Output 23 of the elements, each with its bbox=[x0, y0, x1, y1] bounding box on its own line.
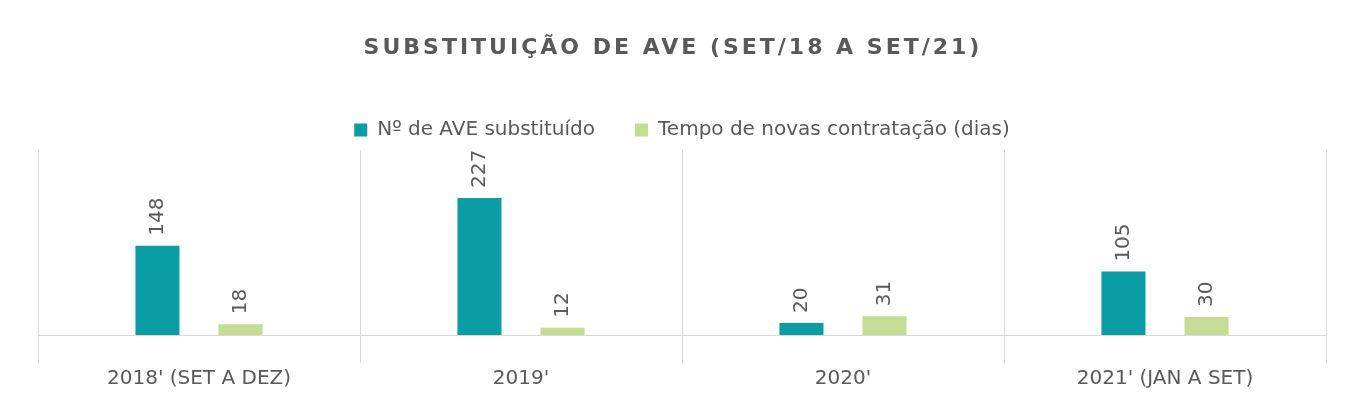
bar bbox=[862, 316, 907, 335]
data-label: 148 bbox=[143, 197, 168, 236]
bar bbox=[218, 324, 263, 335]
legend-label: Tempo de novas contratação (dias) bbox=[657, 116, 1010, 141]
x-tick-label: 2021' (JAN A SET) bbox=[1076, 365, 1254, 390]
data-label: 227 bbox=[465, 149, 490, 188]
x-tick-label: 2020' bbox=[814, 365, 872, 390]
data-label: 30 bbox=[1192, 281, 1217, 307]
bar bbox=[779, 322, 824, 335]
data-label: 18 bbox=[226, 288, 251, 315]
data-label: 31 bbox=[870, 280, 895, 307]
data-label: 20 bbox=[787, 287, 812, 313]
chart-title: SUBSTITUIÇÃO DE AVE (SET/18 A SET/21) bbox=[362, 34, 984, 59]
bar bbox=[1101, 271, 1146, 335]
legend-label: Nº de AVE substituído bbox=[377, 116, 596, 141]
data-label: 105 bbox=[1109, 223, 1134, 262]
bar bbox=[1184, 316, 1229, 335]
x-tick-label: 2019' bbox=[492, 365, 550, 390]
x-tick-label: 2018' (SET A DEZ) bbox=[106, 365, 292, 390]
bar bbox=[457, 197, 502, 335]
bar bbox=[135, 245, 180, 335]
data-label: 12 bbox=[548, 292, 573, 318]
bar bbox=[540, 327, 585, 335]
